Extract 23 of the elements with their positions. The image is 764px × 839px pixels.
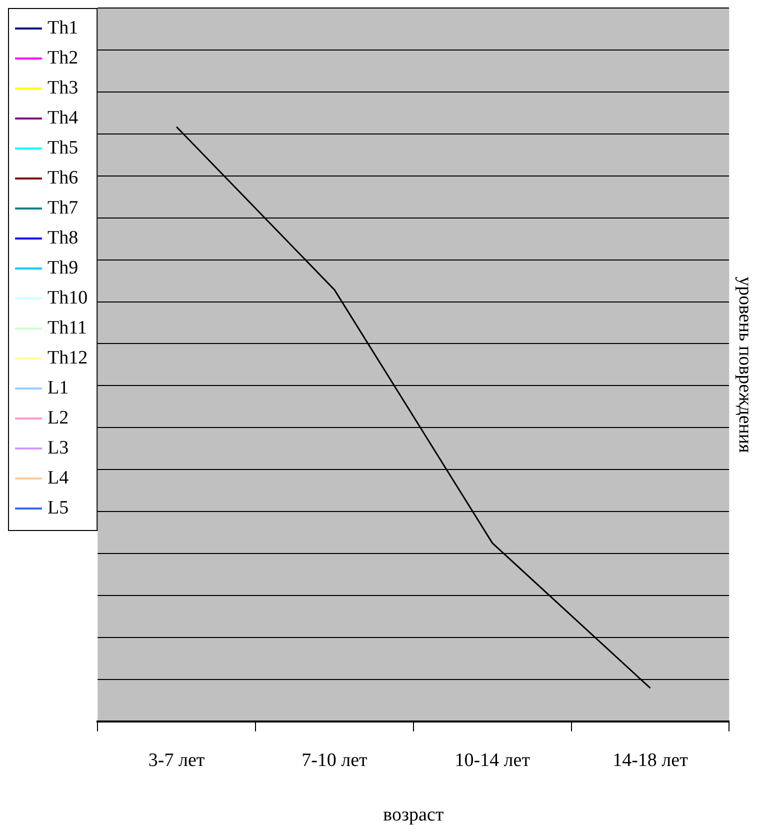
legend-label: Th6 <box>48 167 78 188</box>
legend-label: Th4 <box>48 107 79 128</box>
legend-label: Th11 <box>48 317 87 338</box>
legend-label: Th9 <box>48 257 78 278</box>
legend-label: L1 <box>48 377 69 398</box>
legend-label: Th5 <box>48 137 78 158</box>
legend-label: L5 <box>48 497 69 518</box>
legend-label: L2 <box>48 407 69 428</box>
legend-label: Th1 <box>48 17 78 38</box>
legend-label: Th2 <box>48 47 78 68</box>
legend-label: Th12 <box>48 347 88 368</box>
x-tick-label: 10-14 лет <box>454 750 531 771</box>
x-axis-title: возраст <box>383 804 444 826</box>
legend-label: Th8 <box>48 227 78 248</box>
legend-label: Th10 <box>48 287 88 308</box>
x-tick-label: 14-18 лет <box>612 750 689 771</box>
legend-label: Th3 <box>48 77 78 98</box>
legend-label: L4 <box>48 467 70 488</box>
legend-label: Th7 <box>48 197 78 218</box>
x-tick-label: 7-10 лет <box>302 750 368 771</box>
legend-label: L3 <box>48 437 69 458</box>
y-axis-title: уровень повреждения <box>734 276 756 454</box>
x-tick-label: 3-7 лет <box>148 750 206 771</box>
